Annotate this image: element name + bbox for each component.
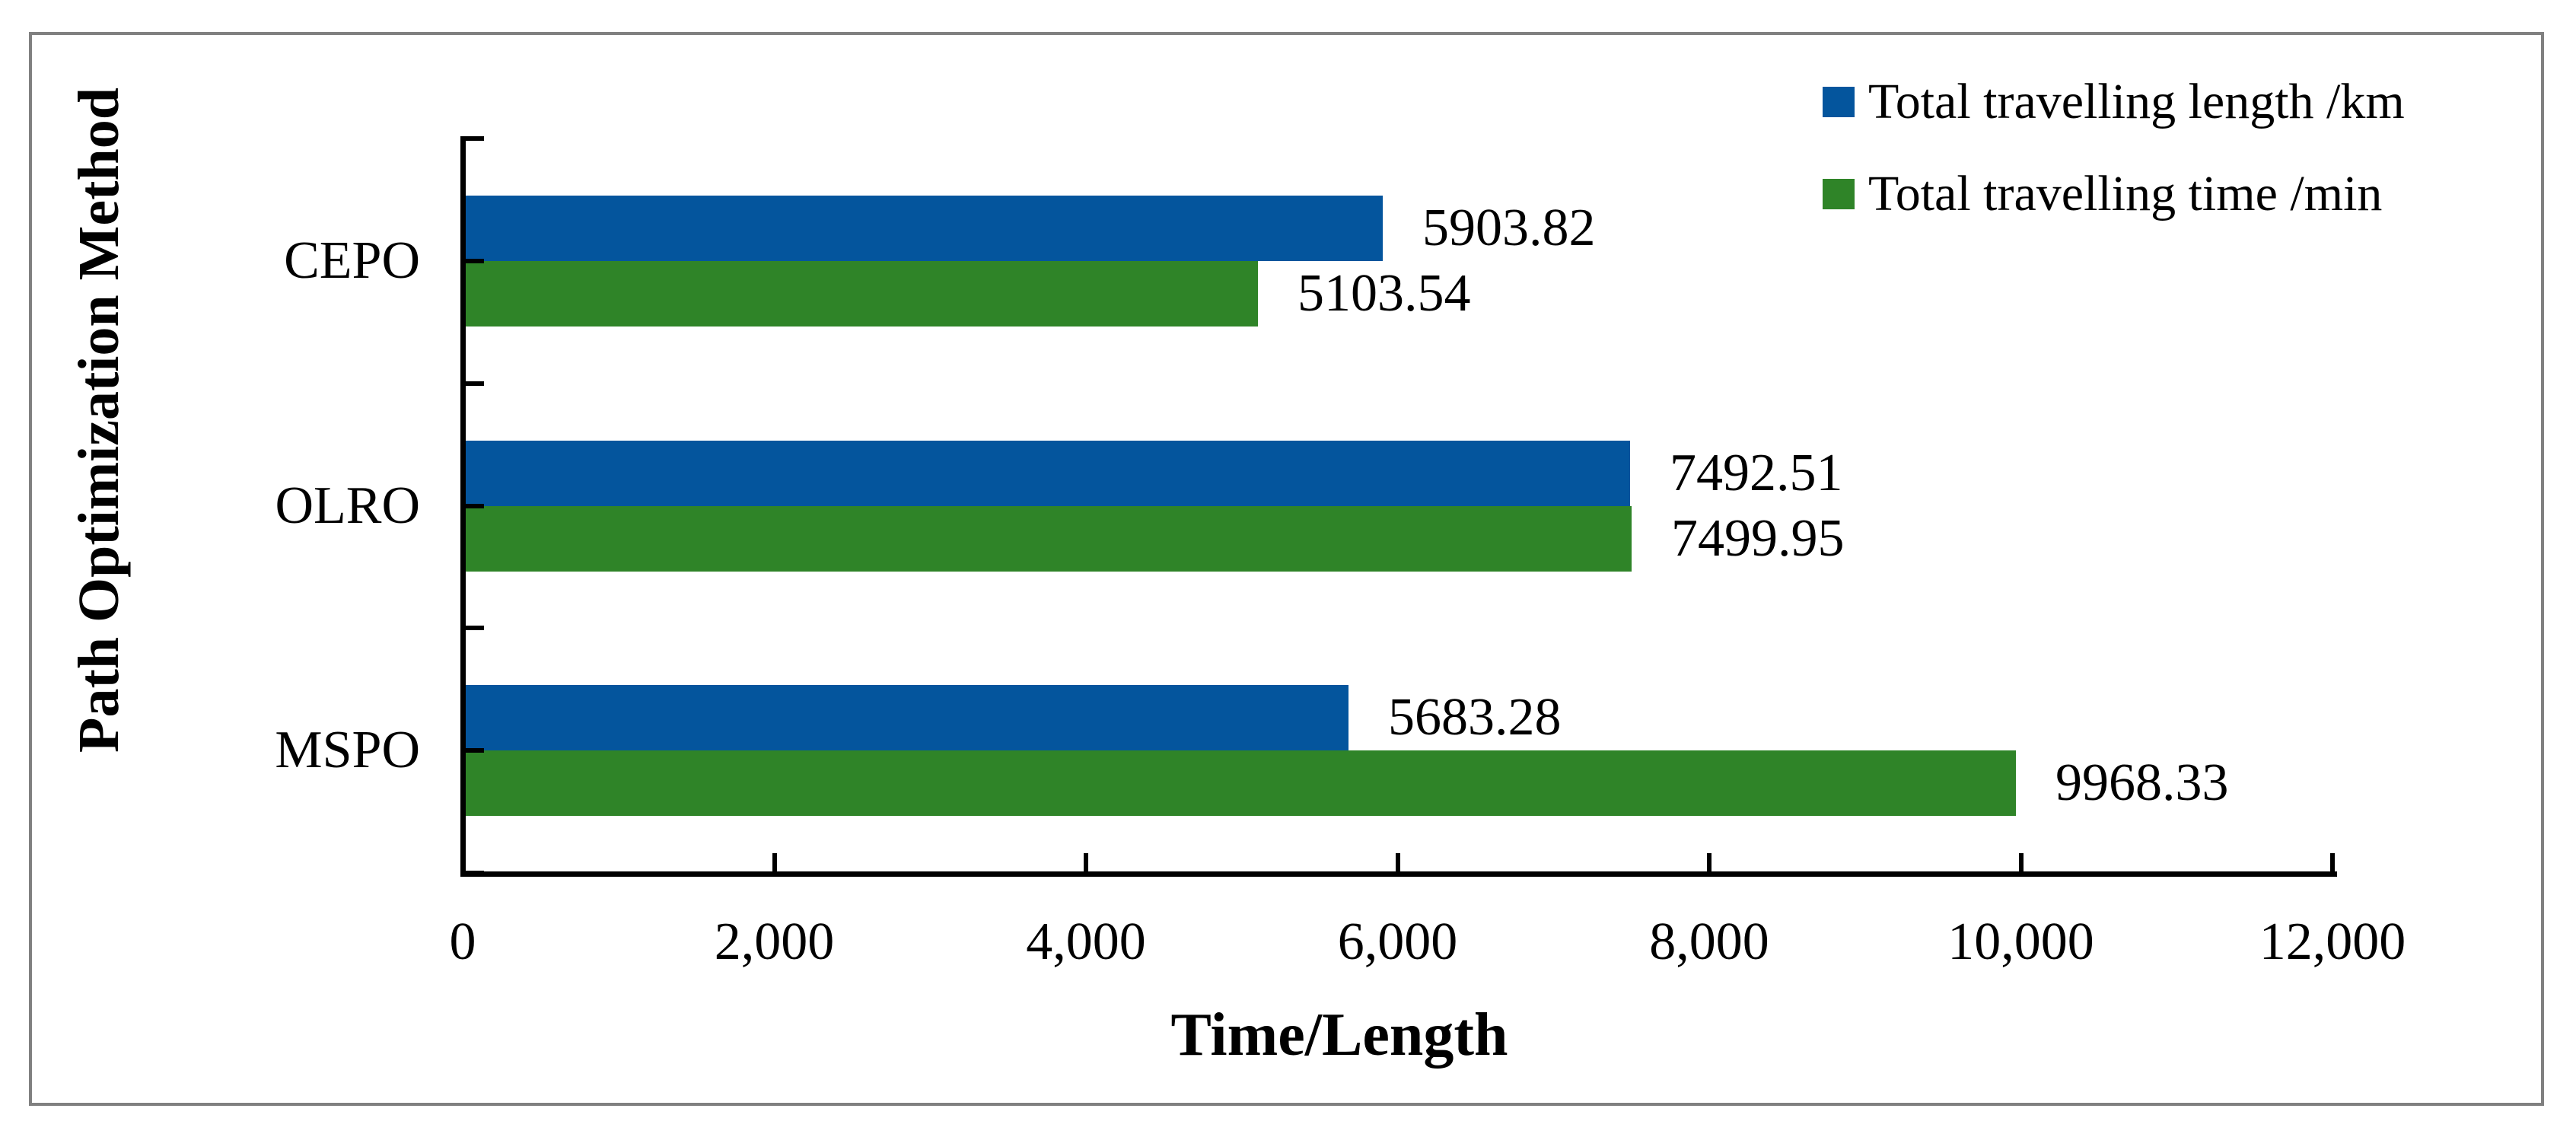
legend-label-series1: Total travelling length /km <box>1868 74 2405 129</box>
category-label-olro: OLRO <box>275 476 420 535</box>
y-axis-tick <box>460 503 484 508</box>
x-axis-tick-label: 10,000 <box>1947 913 2094 971</box>
bar-olro-series2 <box>463 505 1632 572</box>
x-axis-tick <box>460 853 465 877</box>
y-axis-tick <box>460 258 484 263</box>
x-axis-tick <box>2330 853 2335 877</box>
x-axis-tick <box>1395 853 1400 877</box>
legend-item-series2: Total travelling time /min <box>1823 160 2382 228</box>
legend-swatch-series2 <box>1823 179 1855 209</box>
x-axis-tick-label: 2,000 <box>714 913 835 971</box>
bar-mspo-series2 <box>463 750 2016 817</box>
x-axis-tick-label: 6,000 <box>1337 913 1458 971</box>
x-axis-tick-label: 8,000 <box>1649 913 1769 971</box>
data-label-cepo-series2: 5103.54 <box>1298 263 1471 323</box>
data-label-cepo-series1: 5903.82 <box>1422 198 1596 257</box>
bar-olro-series1 <box>463 440 1630 506</box>
x-axis-title: Time/Length <box>1170 1002 1508 1069</box>
data-label-mspo-series2: 9968.33 <box>2055 753 2229 813</box>
y-axis-title: Path Optimization Method <box>67 88 131 753</box>
y-axis-tick <box>460 136 484 141</box>
x-axis-tick-label: 0 <box>449 913 476 971</box>
x-axis-tick <box>772 853 777 877</box>
category-label-cepo: CEPO <box>284 231 420 290</box>
x-axis-tick <box>2018 853 2024 877</box>
category-label-mspo: MSPO <box>275 721 420 780</box>
bar-mspo-series1 <box>463 685 1348 751</box>
x-axis-tick <box>1084 853 1088 877</box>
x-axis-tick-label: 12,000 <box>2259 913 2406 971</box>
data-label-olro-series1: 7492.51 <box>1670 443 1843 502</box>
legend-item-series1: Total travelling length /km <box>1823 68 2405 136</box>
y-axis-tick <box>460 748 484 753</box>
legend-label-series2: Total travelling time /min <box>1868 166 2383 221</box>
y-axis-tick <box>460 871 484 875</box>
y-axis-tick <box>460 381 484 386</box>
bar-cepo-series2 <box>463 260 1258 327</box>
x-axis-tick-label: 4,000 <box>1026 913 1146 971</box>
bar-cepo-series1 <box>463 195 1383 261</box>
y-axis-tick <box>460 626 484 631</box>
x-axis-tick <box>1707 853 1711 877</box>
data-label-mspo-series1: 5683.28 <box>1388 688 1562 747</box>
data-label-olro-series2: 7499.95 <box>1671 508 1845 568</box>
legend-swatch-series1 <box>1823 87 1855 117</box>
